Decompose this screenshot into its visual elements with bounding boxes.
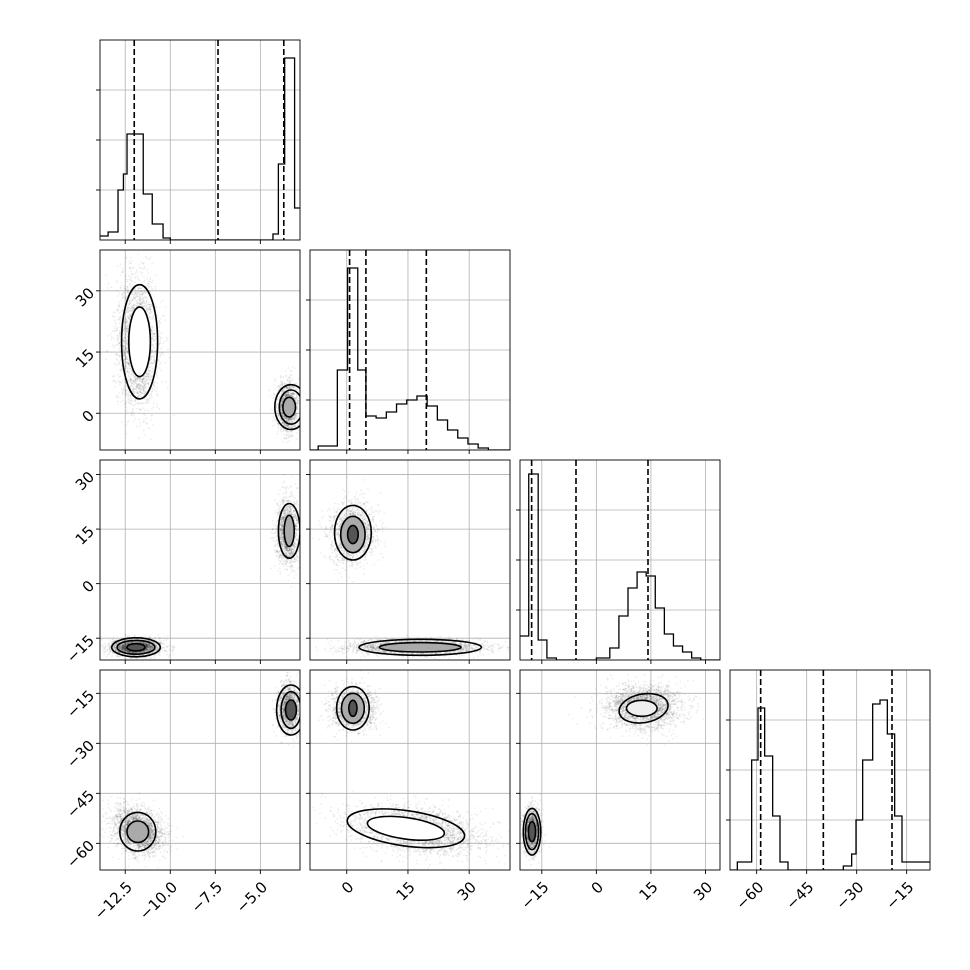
x-tick-label: −15 <box>517 878 552 913</box>
y-tick-label: 15 <box>72 345 98 371</box>
contour-line <box>275 684 300 736</box>
contour-line <box>333 504 373 561</box>
x-tick-label: −15 <box>882 878 917 913</box>
x-tick-label: −30 <box>832 878 867 913</box>
contour-line <box>527 820 537 843</box>
y-tick-label: 0 <box>79 577 98 596</box>
x-tick-label: −10.0 <box>136 878 181 923</box>
histogram-step <box>310 267 510 450</box>
scatter-panel-3-0 <box>96 669 301 874</box>
panel-frame <box>309 669 511 871</box>
contour-line <box>618 692 669 724</box>
y-tick-label: −15 <box>63 687 98 722</box>
contour-line <box>282 396 297 418</box>
x-tick-label: −12.5 <box>91 878 136 923</box>
histogram-panel-3 <box>726 669 931 874</box>
contour-line <box>358 638 483 657</box>
y-tick-label: 30 <box>72 468 98 494</box>
y-tick-label: −60 <box>63 837 98 872</box>
contour-line <box>278 389 300 425</box>
contour-line <box>120 283 159 400</box>
panel-frame <box>99 669 301 871</box>
x-tick-label: −5.0 <box>233 878 271 916</box>
scatter-panel-2-0 <box>96 459 301 664</box>
x-tick-label: 30 <box>690 878 716 904</box>
contour-line <box>335 685 371 731</box>
x-tick-label: −45 <box>782 878 817 913</box>
scatter-panel-3-1 <box>306 669 511 874</box>
contour-line <box>283 514 296 548</box>
histogram-step <box>730 699 930 870</box>
contour-line <box>280 690 300 730</box>
x-tick-label: 30 <box>454 878 480 904</box>
contour-line <box>277 502 300 559</box>
x-tick-label: 15 <box>392 878 418 904</box>
contour-line <box>110 636 162 658</box>
scatter-points <box>520 670 704 866</box>
contour-line <box>524 812 540 851</box>
x-tick-label: 15 <box>635 878 661 904</box>
histogram-panel-2 <box>516 459 721 664</box>
y-tick-label: 15 <box>72 522 98 548</box>
y-tick-label: 0 <box>79 407 98 426</box>
contour-line <box>119 811 157 852</box>
y-tick-label: −45 <box>63 787 98 822</box>
scatter-points <box>105 250 300 444</box>
x-tick-label: 0 <box>338 878 357 897</box>
x-tick-label: 0 <box>588 878 607 897</box>
histogram-panel-1 <box>306 249 511 454</box>
panel-frame <box>99 249 301 451</box>
contour-line <box>284 699 298 721</box>
contour-line <box>347 699 358 718</box>
contour-line <box>522 807 542 856</box>
contour-line <box>274 383 300 431</box>
contour-line <box>378 641 462 653</box>
scatter-points <box>311 670 510 870</box>
panel-frame <box>99 459 301 661</box>
x-tick-label: −60 <box>732 878 767 913</box>
contour-line <box>346 524 360 545</box>
histogram-panel-0 <box>96 39 301 244</box>
y-tick-label: −30 <box>63 737 98 772</box>
contour-line <box>128 306 152 378</box>
y-tick-label: 30 <box>72 284 98 310</box>
contour-line <box>116 639 156 655</box>
contour-line <box>126 820 150 844</box>
scatter-panel-2-1 <box>306 459 511 664</box>
scatter-panel-1-0 <box>96 249 301 454</box>
contour-line <box>625 699 658 718</box>
contour-line <box>366 815 446 841</box>
contour-line <box>126 642 146 652</box>
panel-frame <box>309 459 511 661</box>
x-tick-label: −7.5 <box>188 878 226 916</box>
panel-frame <box>519 669 721 871</box>
histogram-step <box>520 473 720 660</box>
scatter-points <box>100 473 300 660</box>
y-tick-label: −15 <box>63 631 98 666</box>
scatter-panel-3-2 <box>516 669 721 874</box>
contour-line <box>346 808 466 849</box>
histogram-step <box>100 57 300 240</box>
